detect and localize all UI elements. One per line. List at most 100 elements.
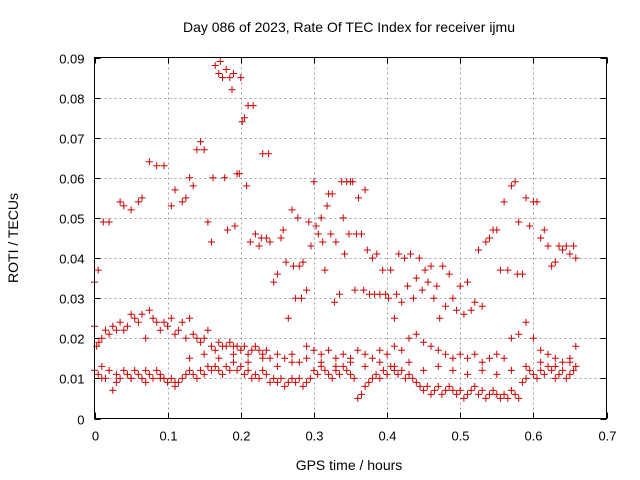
data-point <box>189 182 197 190</box>
data-point <box>360 286 368 294</box>
data-point <box>312 222 320 230</box>
data-point <box>310 366 318 374</box>
data-point <box>409 374 417 382</box>
data-point <box>109 386 117 394</box>
data-point <box>145 306 153 314</box>
data-point <box>548 366 556 374</box>
data-point <box>415 254 423 262</box>
data-point <box>164 322 172 330</box>
data-point <box>405 358 413 366</box>
data-point <box>219 370 226 378</box>
data-points <box>91 58 580 402</box>
data-point <box>442 386 450 394</box>
data-point <box>305 218 313 226</box>
data-point <box>376 346 384 354</box>
data-point <box>439 262 447 270</box>
data-point <box>112 378 120 386</box>
y-tick-label: 0.05 <box>59 212 84 227</box>
data-point <box>277 374 285 382</box>
data-point <box>464 278 471 286</box>
data-point <box>105 366 113 374</box>
chart-title: Day 086 of 2023, Rate Of TEC Index for r… <box>183 19 515 35</box>
data-point <box>493 390 501 398</box>
data-point <box>273 378 281 386</box>
data-point <box>478 358 486 366</box>
data-point <box>372 370 380 378</box>
data-point <box>156 374 164 382</box>
data-point <box>262 346 270 354</box>
data-point <box>273 350 281 358</box>
data-point <box>537 234 545 242</box>
data-point <box>200 146 208 154</box>
data-point <box>314 230 322 238</box>
data-point <box>244 366 252 374</box>
data-point <box>321 366 329 374</box>
data-point <box>98 334 106 342</box>
data-point <box>182 370 190 378</box>
data-point <box>442 302 450 310</box>
x-tick-label: 0.5 <box>451 429 469 444</box>
data-point <box>295 358 303 366</box>
data-point <box>295 374 303 382</box>
data-point <box>273 270 281 278</box>
data-point <box>282 258 290 266</box>
data-point <box>102 326 109 334</box>
data-point <box>186 174 194 182</box>
data-point <box>145 158 153 166</box>
data-point <box>175 326 183 334</box>
plot-frame <box>94 57 607 419</box>
data-point <box>394 370 402 378</box>
data-point <box>365 378 373 386</box>
data-point <box>507 386 515 394</box>
data-point <box>398 298 406 306</box>
data-point <box>548 262 556 270</box>
data-point <box>507 182 515 190</box>
data-point <box>211 62 219 69</box>
data-point <box>395 250 403 258</box>
data-point <box>197 138 205 146</box>
data-point <box>186 354 194 362</box>
data-point <box>526 366 534 374</box>
data-point <box>127 374 135 382</box>
data-point <box>142 366 150 374</box>
data-point <box>138 374 146 382</box>
data-point <box>500 354 508 362</box>
data-point <box>511 390 519 398</box>
data-point <box>255 374 263 382</box>
data-point <box>504 394 512 402</box>
data-point <box>351 286 359 294</box>
data-point <box>244 358 252 366</box>
data-point <box>288 358 296 366</box>
data-point <box>197 338 205 346</box>
data-point <box>160 318 168 326</box>
data-point <box>540 226 548 234</box>
data-point <box>243 182 251 190</box>
data-point <box>368 374 376 382</box>
data-point <box>434 382 442 390</box>
data-point <box>379 266 387 274</box>
data-point <box>178 198 186 206</box>
data-point <box>540 370 548 378</box>
x-tick-label: 0.1 <box>159 429 177 444</box>
data-point <box>339 214 347 222</box>
data-point <box>420 366 428 374</box>
data-point <box>248 346 256 354</box>
data-point <box>464 354 471 362</box>
data-point <box>559 366 567 374</box>
data-point <box>240 114 248 122</box>
data-point <box>303 286 311 294</box>
data-point <box>105 330 113 338</box>
data-point <box>224 226 232 234</box>
data-point <box>142 334 150 342</box>
data-point <box>94 266 102 274</box>
data-point <box>215 70 223 77</box>
data-point <box>238 118 246 126</box>
data-point <box>189 370 197 378</box>
data-point <box>189 330 197 338</box>
data-point <box>493 226 501 234</box>
data-point <box>303 378 311 386</box>
data-point <box>398 366 406 374</box>
data-point <box>511 178 519 186</box>
data-point <box>361 382 369 390</box>
